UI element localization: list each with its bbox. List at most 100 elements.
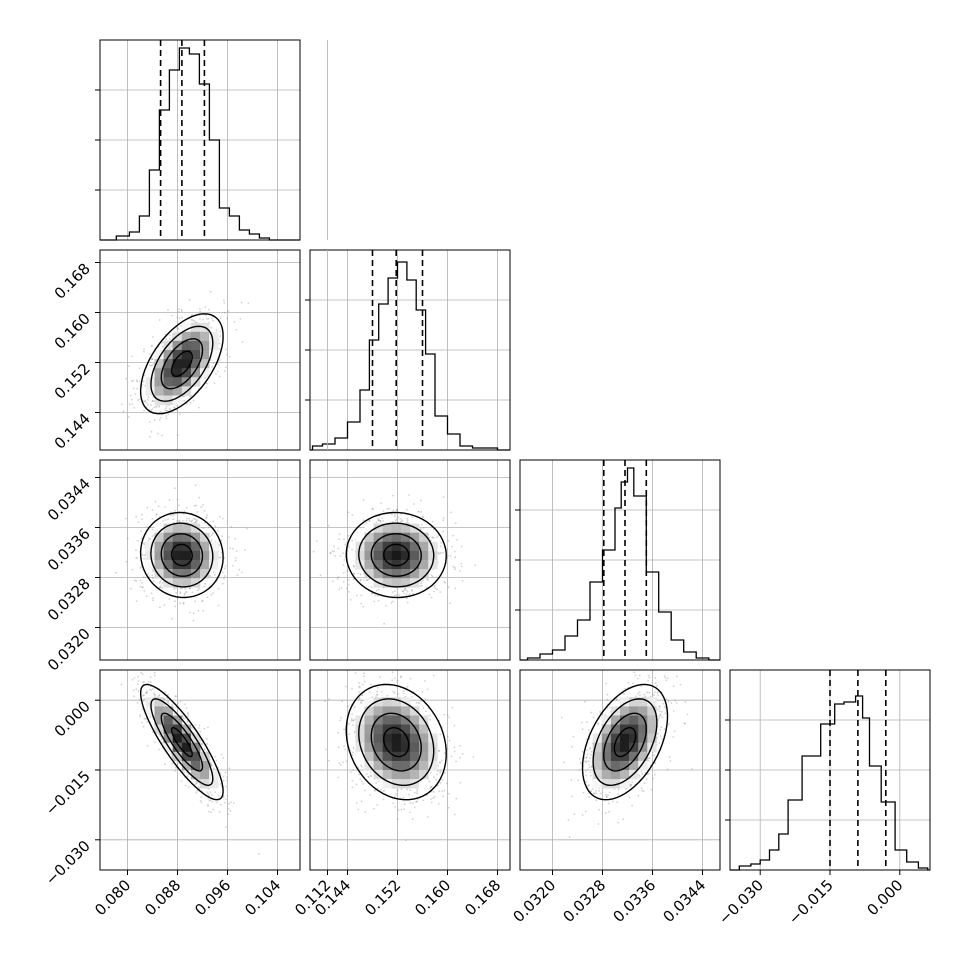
density-cell: [373, 706, 383, 716]
sample-point: [437, 770, 439, 772]
density-cell: [163, 724, 173, 734]
sample-point: [416, 791, 419, 793]
sample-point: [438, 552, 441, 555]
sample-point: [448, 792, 450, 795]
sample-point: [151, 358, 153, 360]
sample-point: [196, 781, 199, 784]
sample-point: [220, 804, 222, 806]
sample-point: [151, 336, 154, 338]
sample-point: [431, 520, 434, 523]
sample-point: [194, 518, 197, 521]
sample-point: [447, 586, 450, 589]
sample-point: [154, 500, 157, 503]
sample-point: [235, 329, 238, 331]
sample-point: [238, 568, 241, 571]
sample-point: [141, 673, 144, 675]
sample-point: [370, 775, 373, 778]
sample-point: [404, 587, 407, 590]
density-cell: [190, 550, 201, 561]
sample-point: [173, 713, 176, 715]
sample-point: [363, 672, 365, 674]
sample-point: [394, 806, 396, 808]
density-cell: [163, 532, 173, 543]
sample-point: [199, 310, 202, 313]
density-cell: [373, 715, 383, 725]
sample-point: [370, 586, 373, 589]
sample-point: [375, 521, 378, 524]
sample-point: [459, 781, 462, 784]
sample-point: [380, 502, 383, 504]
sample-point: [178, 504, 180, 507]
density-cell: [181, 377, 192, 387]
sample-point: [375, 782, 378, 784]
sample-point: [168, 407, 171, 410]
sample-point: [222, 796, 225, 798]
density-cell: [190, 532, 201, 543]
sample-point: [406, 788, 408, 791]
sample-point: [362, 499, 365, 501]
sample-point: [646, 691, 649, 694]
sample-point: [139, 567, 141, 569]
sample-point: [149, 364, 152, 367]
sample-point: [224, 370, 226, 372]
sample-point: [137, 690, 140, 692]
sample-point: [218, 810, 221, 813]
density-cell: [391, 760, 402, 771]
sample-point: [455, 797, 458, 800]
sample-point: [399, 521, 402, 523]
density-cell: [190, 368, 201, 378]
sample-point: [164, 763, 166, 766]
sample-point: [226, 353, 229, 356]
sample-point: [180, 309, 183, 311]
sample-point: [324, 700, 326, 703]
density-cell: [145, 541, 155, 552]
sample-point: [207, 793, 210, 795]
sample-point: [454, 556, 457, 559]
sample-point: [142, 725, 145, 728]
sample-point: [439, 770, 442, 773]
sample-point: [138, 367, 141, 370]
density-cell: [190, 770, 201, 780]
density-cell: [181, 350, 192, 360]
sample-point: [329, 552, 332, 555]
sample-point: [453, 746, 456, 749]
sample-point: [368, 691, 371, 694]
sample-point: [151, 408, 154, 410]
sample-point: [347, 705, 349, 707]
sample-point: [193, 732, 195, 734]
sample-point: [181, 716, 184, 718]
density-cell: [181, 578, 192, 588]
sample-point: [214, 791, 217, 794]
sample-point: [449, 555, 452, 557]
sample-point: [134, 393, 137, 395]
sample-point: [348, 590, 350, 593]
sample-point: [185, 707, 188, 710]
sample-point: [134, 579, 136, 582]
sample-point: [194, 521, 197, 524]
sample-point: [364, 811, 367, 813]
sample-point: [195, 519, 198, 521]
sample-point: [451, 706, 454, 709]
sample-point: [405, 593, 408, 596]
sample-point: [150, 689, 153, 691]
sample-point: [152, 577, 154, 580]
density-cell: [364, 569, 374, 579]
density-cell: [190, 760, 201, 771]
sample-point: [353, 565, 356, 568]
sample-point: [364, 789, 366, 792]
sample-point: [244, 549, 246, 551]
sample-point: [340, 716, 342, 719]
sample-point: [393, 594, 396, 597]
sample-point: [173, 514, 175, 516]
sample-point: [179, 591, 182, 593]
sample-point: [171, 513, 174, 516]
sample-point: [350, 717, 353, 720]
sample-point: [370, 774, 372, 777]
sample-point: [215, 801, 218, 804]
density-cell: [154, 706, 164, 716]
sample-point: [360, 602, 363, 605]
sample-point: [176, 434, 179, 436]
sample-point: [206, 318, 208, 320]
sample-point: [227, 808, 230, 810]
sample-point: [431, 536, 433, 539]
